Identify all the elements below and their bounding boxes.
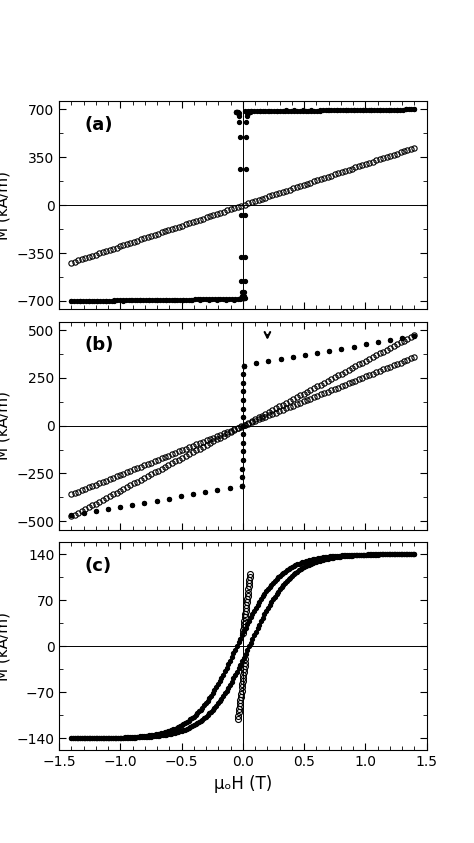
X-axis label: μₒH (T): μₒH (T) [214,775,272,792]
Y-axis label: M (kA/m): M (kA/m) [0,612,11,681]
Text: (a): (a) [85,115,113,134]
Text: (b): (b) [85,336,114,354]
Y-axis label: M (kA/m): M (kA/m) [0,391,11,460]
Text: (c): (c) [85,556,112,575]
Y-axis label: M (kA/m): M (kA/m) [0,170,11,239]
